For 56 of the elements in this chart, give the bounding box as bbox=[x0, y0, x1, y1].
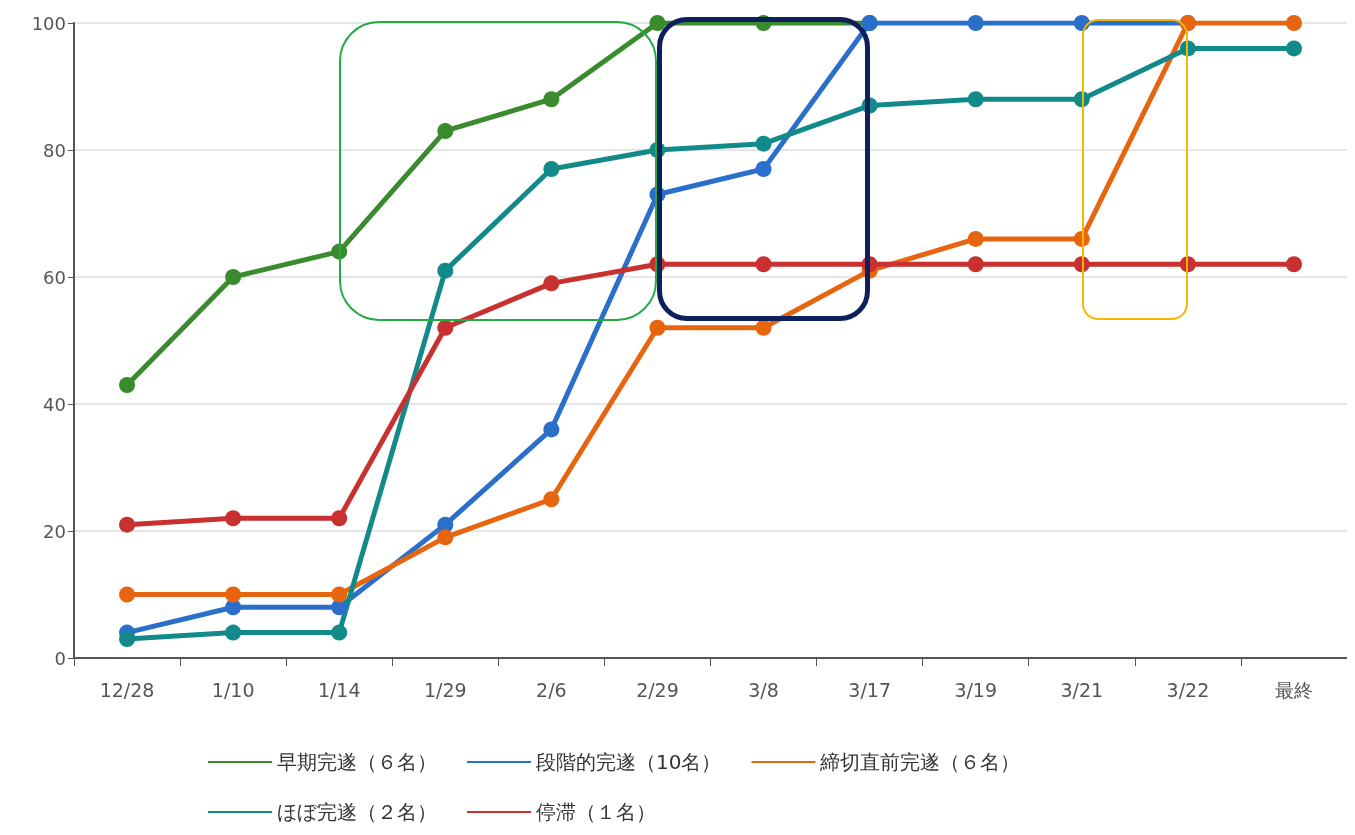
x-tick-label: 3/17 bbox=[848, 678, 891, 701]
legend-label: 停滞（１名） bbox=[536, 800, 656, 824]
point bbox=[119, 586, 136, 603]
y-tick-label: 80 bbox=[43, 139, 66, 161]
y-tick-label: 100 bbox=[31, 12, 66, 34]
point bbox=[437, 529, 454, 546]
point bbox=[543, 161, 560, 178]
point bbox=[967, 15, 984, 31]
point bbox=[543, 275, 560, 292]
point bbox=[225, 269, 242, 285]
point bbox=[1285, 40, 1302, 57]
point bbox=[755, 135, 772, 152]
point bbox=[437, 122, 454, 139]
x-tick-label: 2/29 bbox=[636, 678, 679, 701]
point bbox=[649, 319, 666, 336]
x-tick-label: 1/29 bbox=[423, 678, 467, 701]
legend-label: ほぼ完遂（２名） bbox=[277, 800, 437, 824]
x-tick-label: 1/10 bbox=[211, 678, 255, 701]
x-tick-label: 最終 bbox=[1274, 678, 1313, 701]
point bbox=[119, 376, 136, 393]
point bbox=[755, 161, 772, 178]
point bbox=[437, 319, 454, 336]
x-tick-label: 3/22 bbox=[1166, 678, 1210, 701]
legend-label: 締切直前完遂（６名） bbox=[819, 750, 1021, 774]
point bbox=[437, 262, 454, 279]
point bbox=[755, 319, 772, 336]
point bbox=[331, 624, 348, 641]
point bbox=[1285, 256, 1302, 273]
point bbox=[119, 516, 136, 533]
x-tick-label: 3/19 bbox=[954, 678, 998, 701]
point bbox=[543, 491, 560, 508]
point bbox=[331, 510, 348, 527]
point bbox=[649, 15, 666, 31]
point bbox=[331, 586, 348, 603]
y-tick-label: 20 bbox=[43, 520, 66, 542]
x-tick-label: 2/6 bbox=[536, 678, 567, 701]
point bbox=[225, 510, 242, 527]
point bbox=[755, 256, 772, 273]
x-tick-label: 3/8 bbox=[748, 678, 779, 701]
x-tick-label: 1/14 bbox=[317, 678, 361, 701]
x-tick-label: 12/28 bbox=[99, 678, 155, 701]
point bbox=[225, 586, 242, 603]
y-tick-label: 40 bbox=[43, 393, 66, 415]
y-tick-label: 0 bbox=[54, 647, 66, 669]
point bbox=[119, 630, 136, 647]
point bbox=[1285, 15, 1302, 31]
point bbox=[543, 91, 560, 108]
point bbox=[967, 230, 984, 247]
legend-label: 早期完遂（６名） bbox=[277, 750, 437, 774]
point bbox=[967, 91, 984, 108]
point bbox=[225, 624, 242, 641]
point bbox=[967, 256, 984, 273]
x-tick-label: 3/21 bbox=[1060, 678, 1104, 701]
legend-label: 段階的完遂（10名） bbox=[536, 750, 722, 774]
y-tick-label: 60 bbox=[43, 266, 66, 288]
point bbox=[543, 421, 560, 438]
